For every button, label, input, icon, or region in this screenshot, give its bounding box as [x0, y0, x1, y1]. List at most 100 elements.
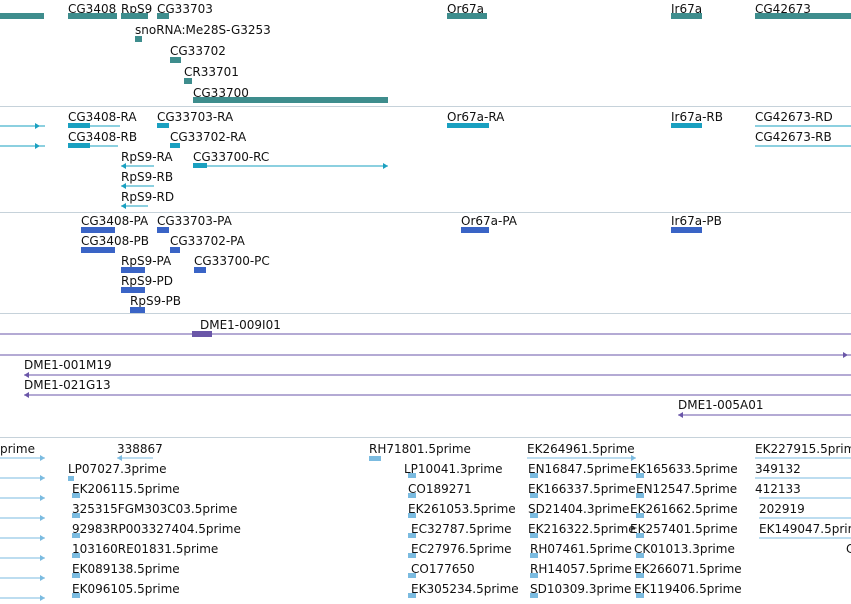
- feature-arrow[interactable]: [40, 515, 45, 521]
- gene-glyph[interactable]: [447, 13, 487, 19]
- est-label[interactable]: EC32787.5prime: [411, 522, 512, 536]
- gene-glyph[interactable]: [0, 13, 44, 19]
- feature-arrow[interactable]: [40, 535, 45, 541]
- transcript-label[interactable]: CG3408-RA: [68, 110, 137, 124]
- gene-glyph[interactable]: [184, 78, 192, 84]
- gene-label[interactable]: CG33703: [157, 2, 213, 16]
- est-label[interactable]: EC27976.5prime: [411, 542, 512, 556]
- est-label[interactable]: 338867: [117, 442, 163, 456]
- est-glyph[interactable]: [636, 533, 644, 538]
- est-label[interactable]: EK216322.5prime: [528, 522, 636, 536]
- est-label[interactable]: C: [846, 542, 851, 556]
- est-glyph[interactable]: [72, 513, 80, 518]
- transcript-glyph[interactable]: [68, 143, 90, 148]
- est-glyph[interactable]: [72, 493, 80, 498]
- feature-arrow[interactable]: [40, 475, 45, 481]
- est-glyph[interactable]: [408, 533, 416, 538]
- est-label[interactable]: 325315FGM303C03.5prime: [72, 502, 238, 516]
- transcript-glyph[interactable]: [193, 163, 207, 168]
- gene-glyph[interactable]: [68, 13, 117, 19]
- feature-arrow[interactable]: [843, 352, 848, 358]
- est-glyph[interactable]: [636, 473, 644, 478]
- feature-arrow[interactable]: [117, 455, 122, 461]
- est-glyph[interactable]: [530, 473, 538, 478]
- protein-glyph[interactable]: [121, 287, 145, 293]
- est-glyph[interactable]: [72, 573, 80, 578]
- gene-glyph[interactable]: [755, 13, 851, 19]
- est-label[interactable]: LP07027.3prime: [68, 462, 167, 476]
- est-label[interactable]: EK264961.5prime: [527, 442, 635, 456]
- feature-arrow[interactable]: [24, 392, 29, 398]
- transcript-glyph[interactable]: [170, 143, 180, 148]
- clone-glyph[interactable]: [192, 331, 212, 337]
- transcript-label[interactable]: CG42673-RD: [755, 110, 833, 124]
- gene-glyph[interactable]: [671, 13, 702, 19]
- clone-label[interactable]: DME1-005A01: [678, 398, 764, 412]
- est-label[interactable]: RH07461.5prime: [530, 542, 632, 556]
- protein-label[interactable]: CG33702-PA: [170, 234, 245, 248]
- est-glyph[interactable]: [72, 553, 80, 558]
- est-glyph[interactable]: [636, 513, 644, 518]
- transcript-label[interactable]: CG33703-RA: [157, 110, 234, 124]
- protein-label[interactable]: CG33703-PA: [157, 214, 232, 228]
- est-glyph[interactable]: [408, 473, 416, 478]
- clone-label[interactable]: DME1-001M19: [24, 358, 112, 372]
- est-label[interactable]: EK305234.5prime: [411, 582, 519, 596]
- gene-glyph[interactable]: [121, 13, 148, 19]
- feature-arrow[interactable]: [24, 372, 29, 378]
- protein-glyph[interactable]: [81, 227, 115, 233]
- protein-glyph[interactable]: [170, 247, 180, 253]
- est-label[interactable]: EK227915.5prime: [755, 442, 851, 456]
- est-glyph[interactable]: [530, 593, 538, 598]
- protein-label[interactable]: Ir67a-PB: [671, 214, 722, 228]
- est-glyph[interactable]: [530, 513, 538, 518]
- protein-glyph[interactable]: [157, 227, 169, 233]
- gene-label[interactable]: CG3408: [68, 2, 117, 16]
- feature-arrow[interactable]: [35, 123, 40, 129]
- protein-label[interactable]: RpS9-PB: [130, 294, 182, 308]
- est-label[interactable]: EK261053.5prime: [408, 502, 516, 516]
- transcript-glyph[interactable]: [671, 123, 702, 128]
- est-glyph[interactable]: [72, 593, 80, 598]
- est-glyph[interactable]: [72, 533, 80, 538]
- est-glyph[interactable]: [408, 493, 416, 498]
- gene-glyph[interactable]: [157, 13, 169, 19]
- transcript-label[interactable]: RpS9-RB: [121, 170, 174, 184]
- est-label[interactable]: SD21404.3prime: [528, 502, 630, 516]
- est-label[interactable]: EK089138.5prime: [72, 562, 180, 576]
- feature-arrow[interactable]: [383, 163, 388, 169]
- transcript-glyph[interactable]: [447, 123, 489, 128]
- protein-label[interactable]: RpS9-PD: [121, 274, 174, 288]
- feature-arrow[interactable]: [121, 203, 126, 209]
- est-label[interactable]: RH71801.5prime: [369, 442, 471, 456]
- est-label[interactable]: CK01013.3prime: [634, 542, 735, 556]
- est-label[interactable]: CO177650: [411, 562, 475, 576]
- protein-glyph[interactable]: [81, 247, 115, 253]
- est-label[interactable]: EK166337.5prime: [528, 482, 636, 496]
- feature-arrow[interactable]: [40, 575, 45, 581]
- protein-label[interactable]: CG3408-PA: [81, 214, 149, 228]
- est-label[interactable]: 412133: [755, 482, 801, 496]
- est-label[interactable]: EK165633.5prime: [630, 462, 738, 476]
- protein-label[interactable]: CG33700-PC: [194, 254, 270, 268]
- est-label[interactable]: RH14057.5prime: [530, 562, 632, 576]
- transcript-label[interactable]: CG33702-RA: [170, 130, 247, 144]
- gene-label[interactable]: CG33700: [193, 86, 249, 100]
- transcript-label[interactable]: CG33700-RC: [193, 150, 270, 164]
- transcript-label[interactable]: Ir67a-RB: [671, 110, 723, 124]
- est-label[interactable]: CO189271: [408, 482, 472, 496]
- est-glyph[interactable]: [530, 533, 538, 538]
- feature-arrow[interactable]: [40, 495, 45, 501]
- est-glyph[interactable]: [530, 573, 538, 578]
- est-label[interactable]: 202919: [759, 502, 805, 516]
- clone-label[interactable]: DME1-021G13: [24, 378, 111, 392]
- est-label[interactable]: EK257401.5prime: [630, 522, 738, 536]
- feature-arrow[interactable]: [121, 183, 126, 189]
- est-label[interactable]: EK149047.5prime: [759, 522, 851, 536]
- gene-label[interactable]: CR33701: [184, 65, 239, 79]
- est-glyph[interactable]: [68, 476, 74, 481]
- protein-label[interactable]: RpS9-PA: [121, 254, 172, 268]
- est-glyph[interactable]: [636, 573, 644, 578]
- feature-arrow[interactable]: [121, 163, 126, 169]
- est-glyph[interactable]: [636, 493, 644, 498]
